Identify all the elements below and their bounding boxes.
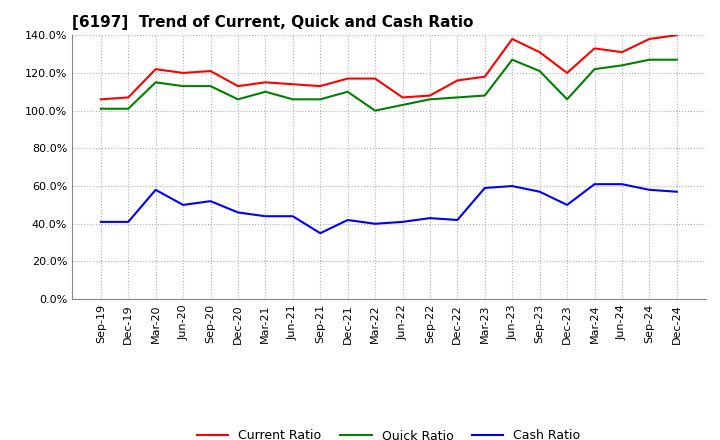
Cash Ratio	[453, 217, 462, 223]
Quick Ratio	[289, 97, 297, 102]
Current Ratio	[563, 70, 572, 76]
Quick Ratio	[508, 57, 516, 62]
Quick Ratio	[480, 93, 489, 98]
Line: Current Ratio: Current Ratio	[101, 35, 677, 99]
Cash Ratio	[343, 217, 352, 223]
Cash Ratio	[151, 187, 160, 192]
Cash Ratio	[645, 187, 654, 192]
Quick Ratio	[316, 97, 325, 102]
Current Ratio	[261, 80, 270, 85]
Current Ratio	[343, 76, 352, 81]
Current Ratio	[672, 33, 681, 38]
Quick Ratio	[233, 97, 242, 102]
Quick Ratio	[206, 84, 215, 89]
Cash Ratio	[536, 189, 544, 194]
Text: [6197]  Trend of Current, Quick and Cash Ratio: [6197] Trend of Current, Quick and Cash …	[72, 15, 473, 30]
Quick Ratio	[398, 103, 407, 108]
Current Ratio	[371, 76, 379, 81]
Quick Ratio	[96, 106, 105, 111]
Quick Ratio	[151, 80, 160, 85]
Current Ratio	[151, 66, 160, 72]
Quick Ratio	[179, 84, 187, 89]
Cash Ratio	[233, 210, 242, 215]
Cash Ratio	[508, 183, 516, 189]
Quick Ratio	[426, 97, 434, 102]
Current Ratio	[179, 70, 187, 76]
Current Ratio	[398, 95, 407, 100]
Cash Ratio	[206, 198, 215, 204]
Legend: Current Ratio, Quick Ratio, Cash Ratio: Current Ratio, Quick Ratio, Cash Ratio	[192, 424, 585, 440]
Current Ratio	[426, 93, 434, 98]
Cash Ratio	[672, 189, 681, 194]
Current Ratio	[480, 74, 489, 79]
Cash Ratio	[179, 202, 187, 208]
Cash Ratio	[96, 219, 105, 224]
Current Ratio	[618, 50, 626, 55]
Cash Ratio	[289, 213, 297, 219]
Quick Ratio	[261, 89, 270, 95]
Current Ratio	[96, 97, 105, 102]
Quick Ratio	[453, 95, 462, 100]
Current Ratio	[289, 81, 297, 87]
Cash Ratio	[426, 216, 434, 221]
Current Ratio	[206, 68, 215, 73]
Current Ratio	[453, 78, 462, 83]
Quick Ratio	[672, 57, 681, 62]
Cash Ratio	[124, 219, 132, 224]
Cash Ratio	[371, 221, 379, 227]
Quick Ratio	[371, 108, 379, 113]
Current Ratio	[590, 46, 599, 51]
Current Ratio	[508, 37, 516, 42]
Quick Ratio	[645, 57, 654, 62]
Cash Ratio	[261, 213, 270, 219]
Cash Ratio	[563, 202, 572, 208]
Current Ratio	[124, 95, 132, 100]
Current Ratio	[316, 84, 325, 89]
Quick Ratio	[343, 89, 352, 95]
Line: Cash Ratio: Cash Ratio	[101, 184, 677, 233]
Quick Ratio	[590, 66, 599, 72]
Line: Quick Ratio: Quick Ratio	[101, 60, 677, 110]
Quick Ratio	[563, 97, 572, 102]
Quick Ratio	[124, 106, 132, 111]
Cash Ratio	[590, 182, 599, 187]
Quick Ratio	[536, 68, 544, 73]
Cash Ratio	[316, 231, 325, 236]
Current Ratio	[645, 37, 654, 42]
Cash Ratio	[480, 185, 489, 191]
Current Ratio	[233, 84, 242, 89]
Current Ratio	[536, 50, 544, 55]
Cash Ratio	[618, 182, 626, 187]
Cash Ratio	[398, 219, 407, 224]
Quick Ratio	[618, 63, 626, 68]
